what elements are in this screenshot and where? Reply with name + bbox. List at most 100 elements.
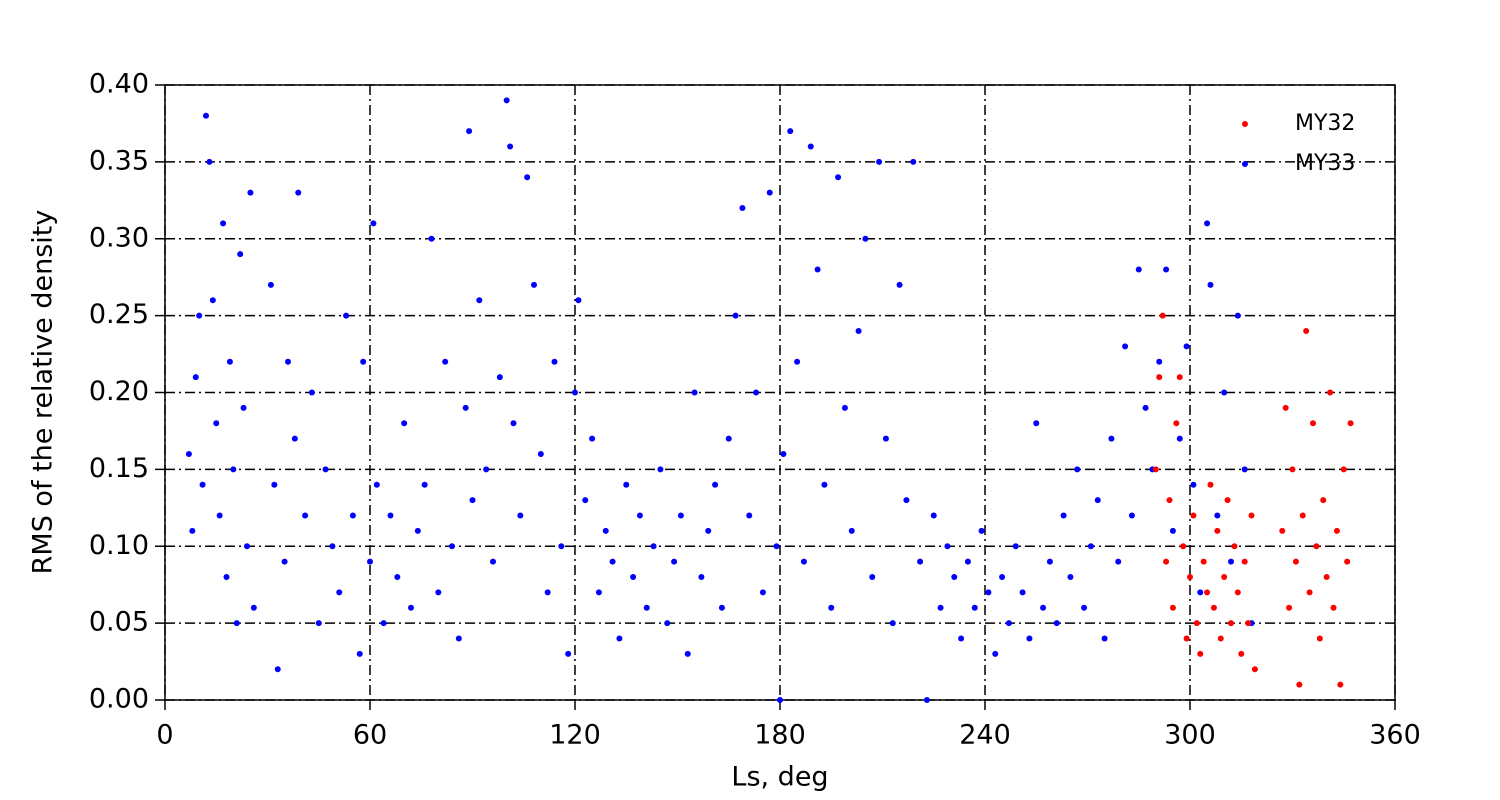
- x-tick-label: 300: [1164, 720, 1216, 751]
- scatter-point: [380, 620, 387, 627]
- scatter-point: [490, 558, 496, 565]
- scatter-point: [421, 481, 428, 488]
- scatter-point: [544, 589, 551, 596]
- scatter-point: [281, 558, 288, 565]
- scatter-point: [1221, 574, 1228, 580]
- scatter-point: [551, 358, 558, 365]
- scatter-point: [199, 481, 206, 488]
- scatter-point: [1166, 497, 1173, 504]
- scatter-point: [220, 220, 227, 227]
- scatter-point: [192, 374, 199, 381]
- scatter-point: [1299, 512, 1306, 519]
- scatter-point: [196, 312, 203, 319]
- scatter-point: [800, 558, 807, 565]
- scatter-point: [951, 574, 958, 580]
- scatter-point: [705, 527, 712, 534]
- scatter-point: [1214, 512, 1221, 519]
- scatter-point: [739, 205, 746, 211]
- scatter-point: [295, 189, 302, 196]
- y-tick-label: 0.10: [89, 530, 149, 561]
- scatter-point: [230, 466, 237, 473]
- scatter-point: [1238, 650, 1245, 657]
- scatter-point: [794, 358, 801, 365]
- scatter-point: [630, 574, 637, 580]
- y-tick-label: 0.30: [89, 222, 149, 253]
- scatter-point: [226, 358, 233, 365]
- scatter-point: [753, 389, 760, 396]
- scatter-point: [917, 558, 924, 565]
- scatter-point: [524, 174, 531, 181]
- scatter-point: [1067, 574, 1074, 580]
- scatter-point: [1333, 527, 1340, 534]
- scatter-point: [777, 697, 783, 703]
- scatter-point: [623, 481, 630, 488]
- scatter-point: [1135, 266, 1142, 273]
- x-axis-label: Ls, deg: [731, 762, 828, 793]
- scatter-point: [1234, 589, 1241, 596]
- scatter-point: [373, 481, 380, 488]
- scatter-point: [1026, 635, 1033, 642]
- scatter-point: [1187, 574, 1193, 580]
- x-tick-label: 240: [959, 720, 1011, 751]
- scatter-point: [558, 543, 565, 550]
- scatter-point: [1323, 574, 1330, 580]
- scatter-point: [1190, 481, 1197, 488]
- scatter-point: [1316, 635, 1323, 642]
- scatter-point: [650, 543, 657, 550]
- x-tick-label: 120: [549, 720, 601, 751]
- scatter-point: [537, 451, 544, 457]
- scatter-point: [565, 650, 572, 657]
- scatter-point: [944, 543, 951, 550]
- scatter-point: [1241, 558, 1248, 565]
- scatter-point: [271, 481, 278, 488]
- scatter-point: [896, 281, 903, 288]
- scatter-point: [855, 328, 862, 334]
- scatter-point: [835, 174, 842, 181]
- scatter-point: [370, 220, 377, 227]
- scatter-point: [971, 604, 978, 611]
- scatter-point: [1019, 589, 1026, 596]
- scatter-point: [285, 358, 291, 365]
- scatter-point: [664, 620, 671, 627]
- y-tick-label: 0.05: [89, 607, 149, 638]
- y-tick-label: 0.40: [89, 69, 149, 100]
- scatter-point: [1204, 220, 1211, 227]
- scatter-point: [1337, 681, 1344, 688]
- legend-marker: [1242, 161, 1248, 167]
- scatter-point: [336, 589, 343, 596]
- scatter-point: [1204, 589, 1211, 596]
- scatter-point: [1128, 512, 1135, 519]
- scatter-point: [394, 574, 401, 580]
- scatter-point: [216, 512, 223, 519]
- y-axis-label: RMS of the relative density: [28, 210, 59, 575]
- scatter-point: [1183, 343, 1190, 350]
- legend-label: MY33: [1295, 151, 1355, 176]
- scatter-point: [503, 97, 510, 104]
- scatter-point: [343, 312, 350, 319]
- scatter-point: [589, 435, 596, 442]
- scatter-point: [889, 620, 896, 627]
- legend-marker: [1242, 121, 1248, 127]
- scatter-point: [759, 589, 766, 596]
- scatter-point: [1197, 589, 1204, 596]
- scatter-point: [616, 635, 623, 642]
- scatter-point: [1200, 558, 1207, 565]
- scatter-point: [636, 512, 643, 519]
- scatter-point: [1347, 420, 1354, 427]
- scatter-point: [1313, 543, 1320, 550]
- scatter-point: [1228, 620, 1234, 627]
- scatter-point: [367, 558, 373, 565]
- scatter-point: [657, 466, 664, 473]
- scatter-point: [978, 527, 985, 534]
- scatter-point: [517, 512, 524, 519]
- scatter-point: [387, 512, 394, 519]
- scatter-point: [1248, 512, 1255, 519]
- scatter-point: [1330, 604, 1337, 611]
- scatter-point: [773, 543, 780, 550]
- scatter-point: [712, 481, 719, 488]
- scatter-point: [1306, 589, 1313, 596]
- scatter-point: [821, 481, 828, 488]
- scatter-point: [1163, 558, 1170, 565]
